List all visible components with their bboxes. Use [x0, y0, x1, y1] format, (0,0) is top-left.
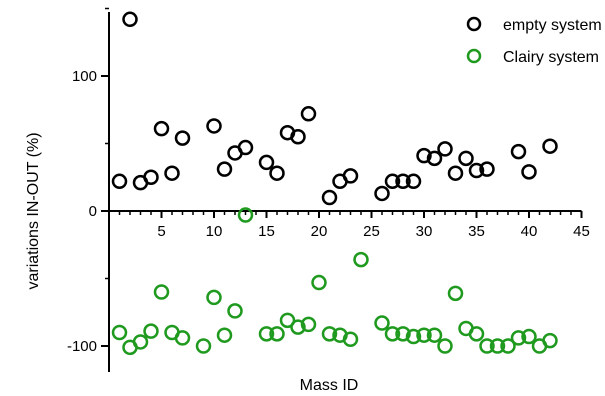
data-point [227, 303, 243, 319]
data-point [174, 330, 191, 346]
data-point [405, 173, 422, 190]
data-point [206, 289, 222, 306]
data-point [479, 338, 495, 354]
data-point [269, 326, 285, 342]
data-point [216, 161, 233, 177]
legend-label: empty system [503, 17, 602, 34]
data-point [153, 120, 170, 137]
data-point [447, 285, 464, 302]
y-tick-label: -100 [67, 338, 97, 355]
data-point [542, 138, 558, 154]
data-point [384, 326, 401, 342]
data-point [164, 165, 180, 181]
data-point [374, 315, 390, 331]
data-point [290, 319, 306, 335]
data-point [395, 326, 411, 342]
data-point [132, 334, 149, 350]
data-point [279, 312, 296, 329]
x-tick-label: 25 [363, 223, 380, 240]
data-point [521, 164, 537, 180]
data-point [416, 327, 432, 343]
data-point [500, 338, 516, 354]
data-point [521, 328, 537, 345]
data-point [269, 165, 285, 181]
x-axis-title: Mass ID [300, 377, 359, 394]
x-tick-label: 30 [416, 223, 433, 240]
y-tick-label: 0 [89, 203, 97, 220]
y-tick-label: 100 [72, 68, 97, 85]
data-point [153, 284, 170, 300]
data-point [342, 331, 359, 347]
data-point [174, 130, 191, 146]
legend-label: Clairy system [503, 49, 599, 66]
data-point [111, 324, 128, 341]
data-point [479, 161, 495, 177]
data-point [416, 147, 432, 164]
legend-marker [466, 48, 482, 64]
data-point [300, 106, 317, 122]
data-point [468, 326, 485, 342]
data-point [321, 189, 338, 206]
data-point [342, 168, 359, 184]
x-tick-label: 45 [573, 223, 590, 240]
data-point [195, 338, 212, 354]
data-point [458, 150, 474, 167]
data-point [290, 129, 306, 145]
y-axis-title: variations IN-OUT (%) [25, 132, 42, 289]
data-points [111, 11, 558, 356]
data-point [489, 338, 506, 354]
data-point [384, 173, 401, 190]
data-point [237, 139, 254, 156]
data-point [206, 118, 222, 134]
x-tick-label: 40 [521, 223, 538, 240]
y-ticks: -100 0 100 [67, 7, 109, 355]
data-point [437, 338, 453, 354]
data-point [395, 173, 411, 190]
series-1 [111, 11, 558, 206]
data-point [111, 173, 128, 190]
legend-marker [466, 16, 482, 32]
axes: -100 0 100 5 10 15 20 25 30 35 40 45 [67, 7, 590, 372]
data-point [258, 326, 275, 342]
x-tick-label: 20 [311, 223, 328, 240]
data-point [122, 11, 138, 28]
data-point [426, 150, 443, 167]
data-point [258, 154, 275, 171]
data-point [300, 316, 317, 333]
data-point [510, 330, 527, 346]
data-point [468, 162, 485, 179]
x-tick-label: 5 [157, 223, 165, 240]
data-point [447, 165, 464, 181]
x-tick-label: 15 [258, 223, 275, 240]
data-point [542, 332, 558, 349]
data-point [353, 251, 369, 268]
data-point [405, 328, 422, 345]
data-point [311, 274, 327, 291]
x-ticks: 5 10 15 20 25 30 35 40 45 [118, 211, 590, 240]
x-tick-label: 35 [468, 223, 485, 240]
legend: empty system Clairy system [466, 16, 602, 66]
x-tick-label: 10 [206, 223, 223, 240]
data-point [143, 323, 159, 339]
data-point [510, 143, 527, 160]
data-point [216, 327, 233, 343]
data-point [237, 207, 254, 223]
series-2 [111, 207, 558, 356]
data-point [321, 326, 338, 342]
data-point [143, 169, 159, 185]
data-point [374, 185, 390, 202]
data-point [437, 141, 453, 157]
data-point [426, 327, 443, 343]
